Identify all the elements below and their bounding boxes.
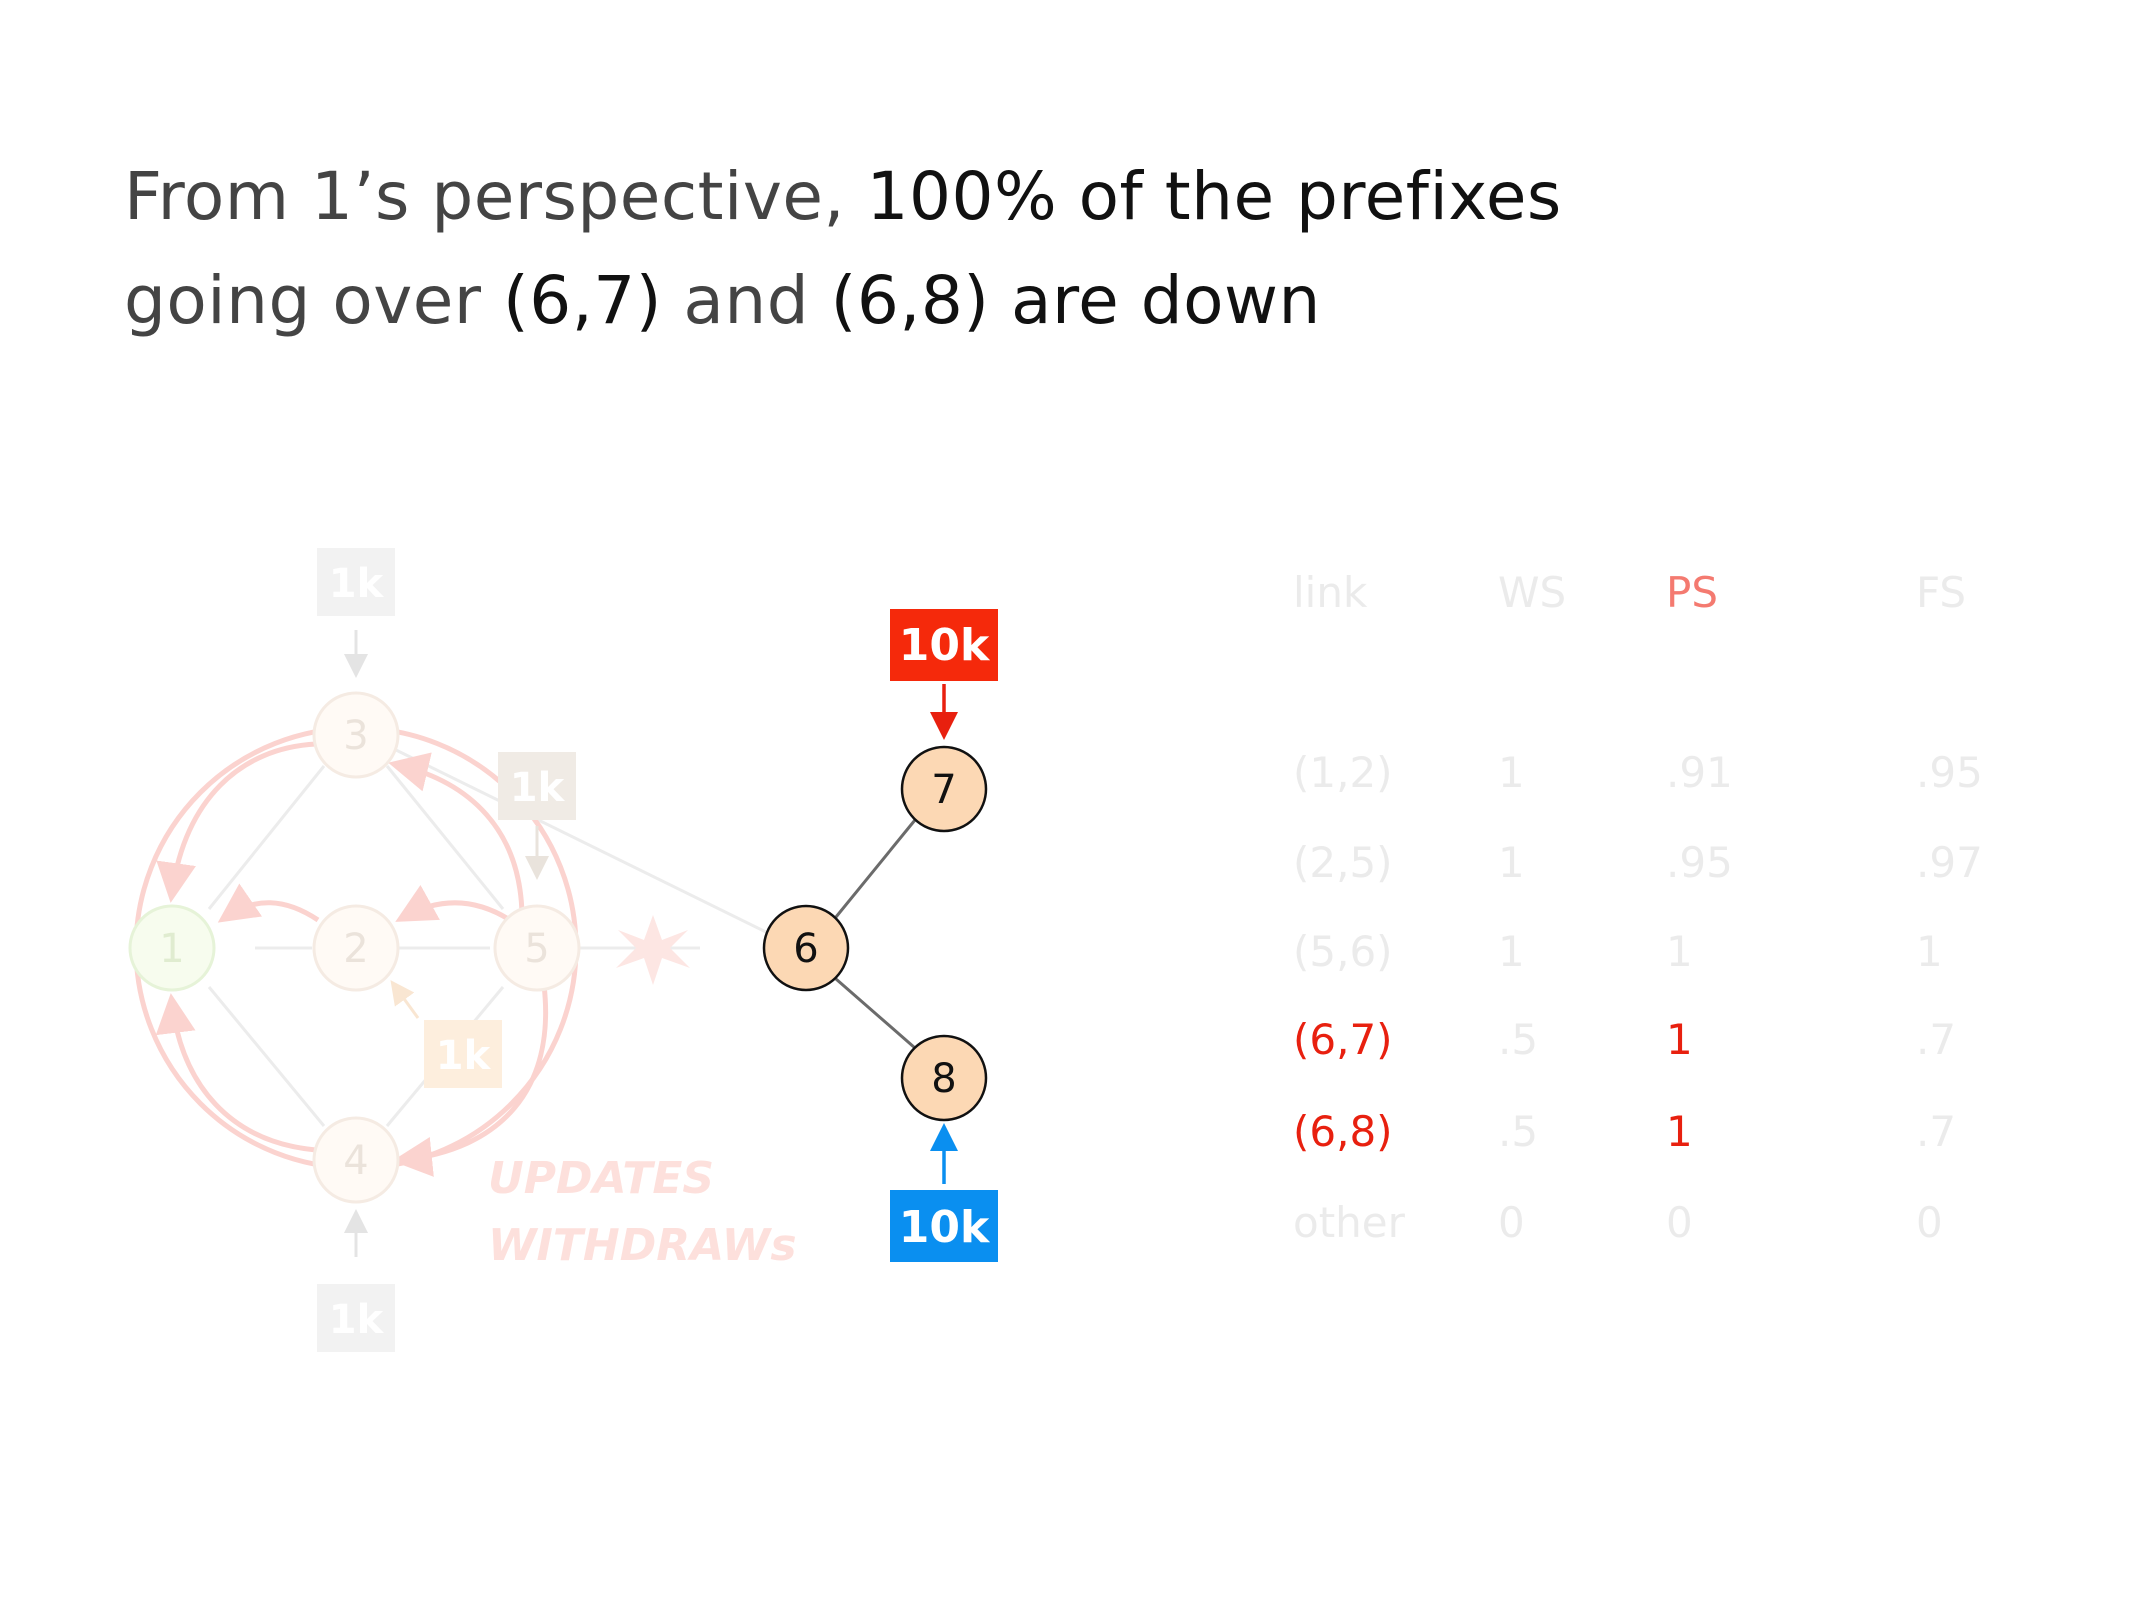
legend-withdraws: WITHDRAWs: [488, 1220, 797, 1271]
active-edges: [834, 819, 917, 1050]
table-row-ps: 1: [1666, 927, 1693, 976]
table-header-fs: FS: [1916, 568, 1967, 617]
table-row-ps: 1: [1666, 1015, 1693, 1064]
table-row-link: other: [1293, 1198, 1405, 1247]
title-highlight-link-6-7: (6,7): [502, 262, 662, 339]
table-row-fs: .97: [1916, 838, 1983, 887]
table-row-link: (6,7): [1293, 1015, 1393, 1064]
source-box-top-left: 1k: [317, 548, 395, 616]
node-6: 6: [762, 904, 850, 992]
node-5: 5: [493, 904, 581, 992]
table-row-fs: .7: [1916, 1015, 1957, 1064]
table-row-fs: .95: [1916, 748, 1983, 797]
source-box-mid-right: 1k: [498, 752, 576, 820]
node-3-label: 3: [343, 713, 368, 759]
svg-text:1k: 1k: [329, 1297, 385, 1343]
source-box-bottom-left: 1k: [317, 1284, 395, 1352]
node-8: 8: [900, 1034, 988, 1122]
node-4-label: 4: [343, 1138, 368, 1184]
title-highlight: 100% of the prefixes: [866, 158, 1562, 235]
title-text: going over: [124, 262, 503, 339]
table-row-link: (5,6): [1293, 927, 1393, 976]
svg-text:1k: 1k: [329, 561, 385, 607]
table-row-fs: 1: [1916, 927, 1943, 976]
node-7-label: 7: [931, 767, 956, 813]
table-header-ps: PS: [1666, 568, 1718, 617]
table-row-link: (6,8): [1293, 1107, 1393, 1156]
table-row-link: (1,2): [1293, 748, 1393, 797]
svg-text:10k: 10k: [899, 620, 991, 671]
table-row-ps: .95: [1666, 838, 1733, 887]
table-row-ws: 1: [1498, 838, 1525, 887]
table-row-ws: 0: [1498, 1198, 1525, 1247]
title-text: and: [661, 262, 831, 339]
svg-text:1k: 1k: [510, 765, 566, 811]
table-row-fs: .7: [1916, 1107, 1957, 1156]
svg-text:1k: 1k: [436, 1033, 492, 1079]
source-box-lower-mid: 1k: [424, 1020, 502, 1088]
title-line-1: From 1’s perspective, 100% of the prefix…: [124, 158, 1562, 235]
node-7: 7: [900, 745, 988, 833]
source-box-blue: 10k: [890, 1190, 998, 1262]
legend: UPDATES WITHDRAWs: [488, 1153, 797, 1271]
node-2-label: 2: [343, 926, 368, 972]
node-5-label: 5: [524, 926, 549, 972]
node-1-label: 1: [159, 926, 184, 972]
node-3: 3: [312, 691, 400, 779]
table-row-ws: 1: [1498, 927, 1525, 976]
table-row-ps: .91: [1666, 748, 1733, 797]
link-failure-star-icon: [616, 915, 690, 985]
title-highlight: are down: [989, 262, 1321, 339]
table-row-ps: 0: [1666, 1198, 1693, 1247]
node-1: 1: [128, 904, 216, 992]
svg-text:10k: 10k: [899, 1202, 991, 1253]
table-row-ws: .5: [1498, 1015, 1539, 1064]
title-text: From 1’s perspective,: [124, 158, 867, 235]
title-line-2: going over (6,7) and (6,8) are down: [124, 262, 1321, 339]
source-box-red: 10k: [890, 609, 998, 681]
legend-updates: UPDATES: [488, 1153, 714, 1204]
title-highlight-link-6-8: (6,8): [830, 262, 990, 339]
table-row-fs: 0: [1916, 1198, 1943, 1247]
node-4: 4: [312, 1116, 400, 1204]
table-row-ps: 1: [1666, 1107, 1693, 1156]
node-2: 2: [312, 904, 400, 992]
table-row-ws: .5: [1498, 1107, 1539, 1156]
node-6-label: 6: [793, 926, 818, 972]
table-header-ws: WS: [1498, 568, 1567, 617]
node-8-label: 8: [931, 1056, 956, 1102]
table-row-link: (2,5): [1293, 838, 1393, 887]
table-header-link: link: [1293, 568, 1368, 617]
table-row-ws: 1: [1498, 748, 1525, 797]
